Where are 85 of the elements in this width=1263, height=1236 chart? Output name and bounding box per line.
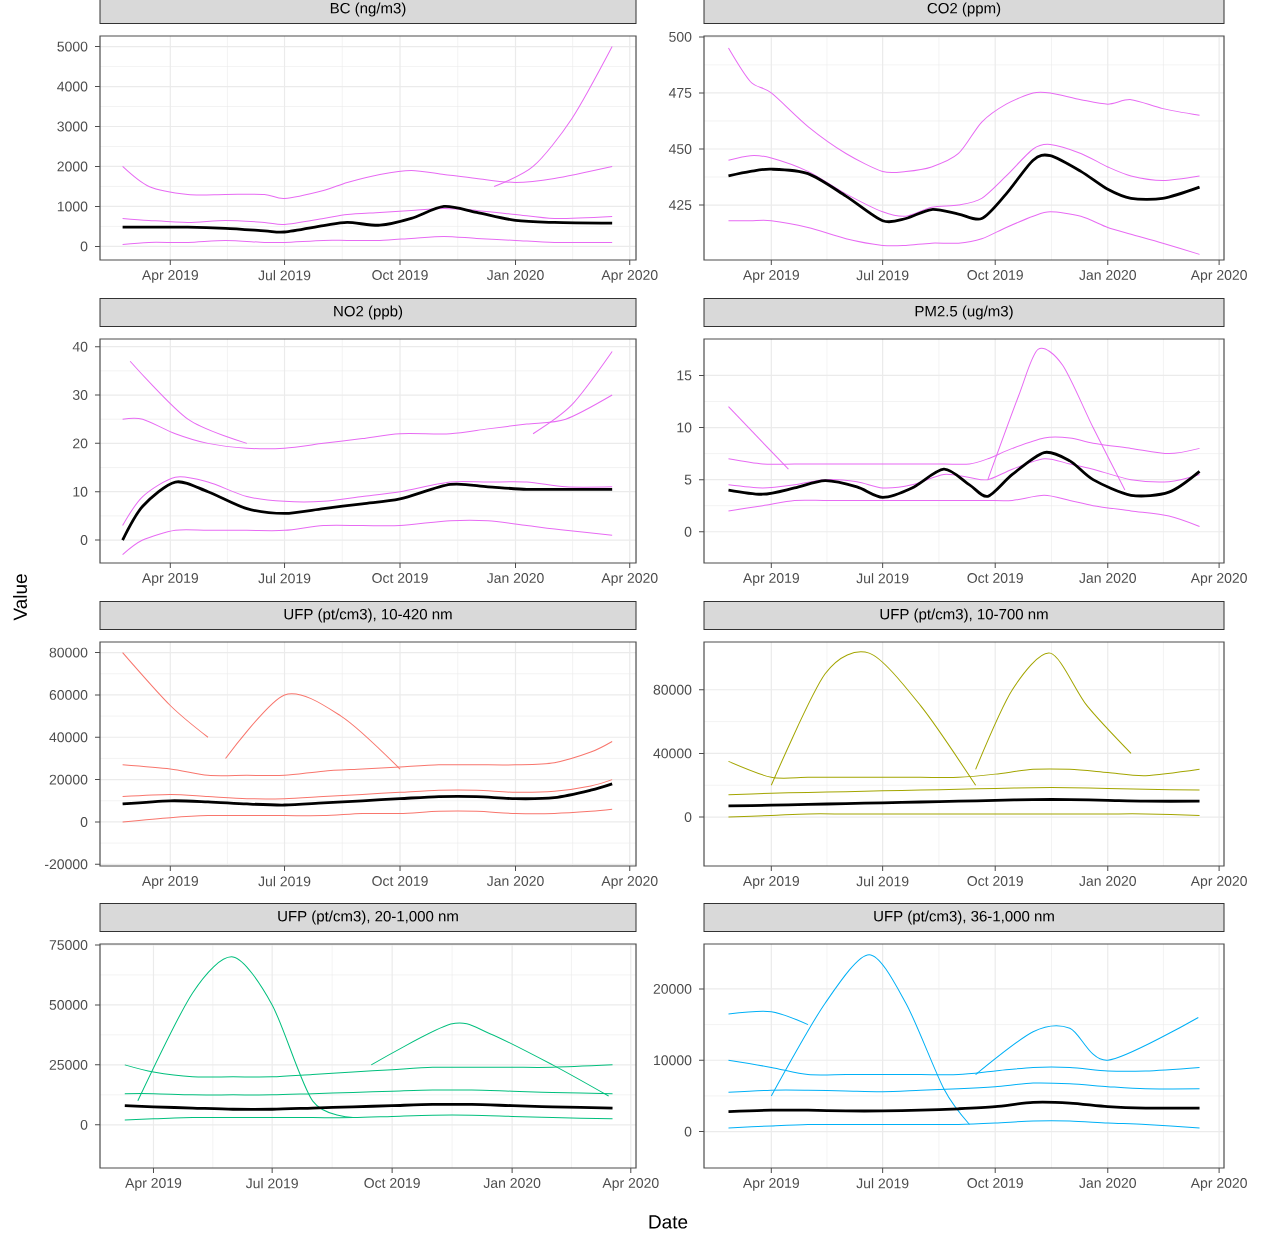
x-tick-label: Apr 2019 [742, 270, 800, 283]
x-tick-label: Apr 2019 [742, 1178, 800, 1191]
x-tick-label: Oct 2019 [372, 876, 428, 886]
chart-title: UFP (pt/cm3), 36-1,000 nm [874, 910, 1054, 925]
x-tick-label: Oct 2019 [364, 1178, 420, 1188]
x-tick-label: Apr 2019 [141, 876, 199, 889]
y-tick-label: 40000 [653, 748, 692, 759]
y-tick-label: 4000 [57, 81, 88, 92]
y-tick-label: 0 [80, 241, 88, 252]
y-tick-label: 2000 [57, 161, 88, 172]
x-tick-label: Jan 2020 [1079, 876, 1137, 886]
y-tick-label: 20000 [653, 983, 692, 994]
x-tick-label: Apr 2020 [1190, 270, 1247, 283]
x-tick-label: Jul 2019 [856, 573, 909, 584]
x-tick-label: Apr 2019 [742, 573, 800, 586]
y-tick-label: 0 [80, 1119, 88, 1130]
x-tick-label: Jul 2019 [856, 876, 909, 887]
x-tick-label: Apr 2019 [742, 876, 800, 889]
x-tick-label: Oct 2019 [967, 573, 1023, 583]
y-tick-label: 15 [677, 370, 692, 381]
y-tick-label: 25000 [49, 1059, 88, 1070]
chart-title: CO2 (ppm) [927, 2, 1001, 17]
y-tick-label: 40 [72, 341, 88, 352]
chart-title: UFP (pt/cm3), 10-700 nm [880, 608, 1048, 623]
x-tick-label: Jan 2020 [486, 270, 544, 280]
chart-title: UFP (pt/cm3), 20-1,000 nm [278, 910, 458, 925]
x-tick-label: Apr 2020 [601, 270, 658, 283]
x-tick-label: Apr 2019 [141, 270, 199, 283]
x-tick-label: Oct 2019 [967, 876, 1023, 886]
x-tick-label: Apr 2019 [125, 1178, 182, 1191]
x-tick-label: Jul 2019 [856, 270, 909, 281]
x-tick-label: Jan 2020 [486, 573, 544, 583]
y-tick-label: 425 [668, 200, 692, 210]
chart-title: PM2.5 (ug/m3) [915, 305, 1013, 320]
y-tick-label: 475 [668, 88, 692, 98]
x-tick-label: Jul 2019 [258, 573, 311, 584]
x-tick-label: Jan 2020 [483, 1178, 541, 1188]
y-tick-label: 10 [677, 422, 692, 433]
y-tick-label: 30 [72, 390, 88, 400]
y-tick-label: 10 [73, 486, 88, 497]
x-tick-label: Apr 2020 [602, 1178, 659, 1191]
y-tick-label: 5000 [57, 41, 88, 52]
y-tick-label: 1000 [57, 201, 88, 212]
y-tick-label: 0 [684, 1126, 692, 1137]
y-tick-label: 450 [668, 144, 692, 154]
y-axis-title: Value [13, 574, 27, 621]
y-tick-label: 3000 [57, 121, 88, 132]
y-tick-label: 0 [80, 535, 88, 545]
x-tick-label: Jul 2019 [856, 1178, 909, 1189]
x-tick-label: Apr 2020 [1190, 876, 1247, 889]
x-tick-label: Oct 2019 [967, 1178, 1023, 1188]
y-tick-label: 5 [684, 474, 692, 485]
x-tick-label: Jul 2019 [258, 876, 311, 887]
x-tick-label: Apr 2020 [601, 573, 658, 586]
x-tick-label: Jan 2020 [1079, 573, 1137, 583]
x-tick-label: Oct 2019 [372, 573, 428, 583]
x-tick-label: Apr 2020 [601, 876, 658, 889]
y-tick-label: 60000 [49, 689, 88, 700]
y-tick-label: 20 [73, 438, 88, 449]
y-tick-label: 80000 [49, 647, 88, 658]
y-tick-label: -20000 [44, 859, 88, 870]
chart-title: NO2 (ppb) [334, 305, 403, 320]
y-tick-label: 10000 [654, 1055, 692, 1066]
x-tick-label: Apr 2020 [1190, 573, 1247, 586]
x-tick-label: Apr 2020 [1190, 1178, 1247, 1191]
x-tick-label: Jul 2019 [258, 270, 311, 281]
chart-title: UFP (pt/cm3), 10-420 nm [284, 608, 452, 623]
y-tick-label: 0 [684, 526, 692, 537]
chart-title: BC (ng/m3) [330, 2, 406, 17]
x-tick-label: Oct 2019 [967, 270, 1023, 280]
x-tick-label: Jul 2019 [245, 1178, 298, 1189]
y-tick-label: 40000 [49, 732, 88, 743]
y-tick-label: 500 [669, 31, 692, 42]
x-tick-label: Oct 2019 [372, 270, 428, 280]
x-tick-label: Apr 2019 [141, 573, 199, 586]
y-tick-label: 0 [684, 812, 692, 823]
y-tick-label: 50000 [49, 999, 88, 1010]
x-tick-label: Jan 2020 [1079, 270, 1137, 280]
x-tick-label: Jan 2020 [486, 876, 544, 886]
x-tick-label: Jan 2020 [1079, 1178, 1137, 1188]
y-tick-label: 80000 [653, 684, 692, 695]
y-tick-label: 0 [80, 817, 88, 827]
x-axis-title: Date [649, 1215, 688, 1229]
y-tick-label: 75000 [49, 940, 88, 950]
y-tick-label: 20000 [49, 774, 88, 785]
